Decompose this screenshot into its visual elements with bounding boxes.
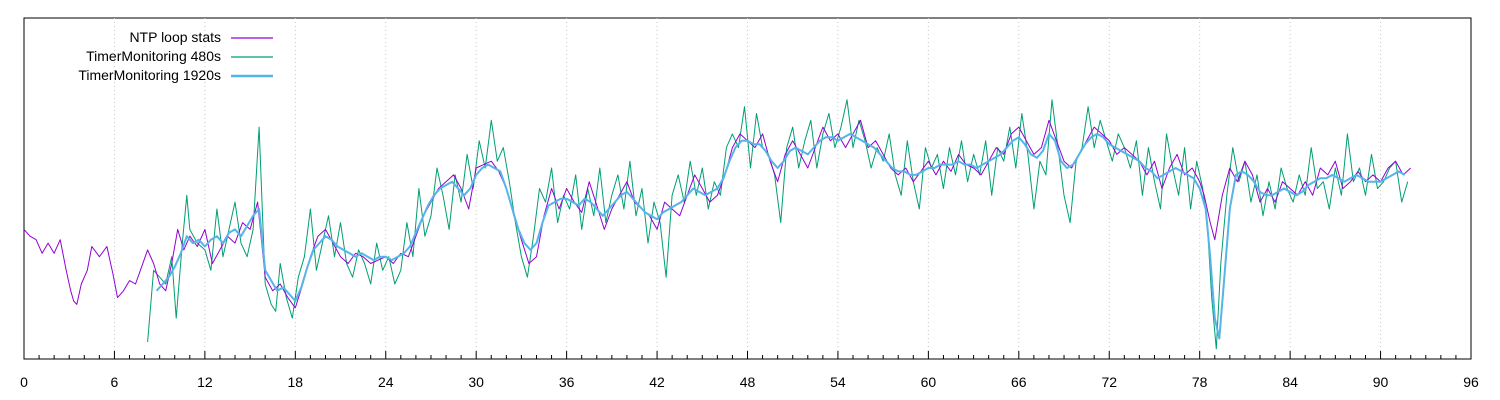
legend-label-2: TimerMonitoring 1920s	[78, 67, 221, 83]
legend-label-0: NTP loop stats	[129, 29, 221, 45]
x-tick-label: 12	[197, 374, 213, 390]
x-tick-label: 6	[111, 374, 119, 390]
series-lines	[23, 99, 1412, 350]
x-tick-label: 96	[1463, 374, 1479, 390]
x-tick-label: 24	[378, 374, 394, 390]
x-axis-ticks	[23, 351, 1472, 359]
x-tick-label: 48	[740, 374, 756, 390]
x-tick-label: 60	[921, 374, 937, 390]
x-tick-label: 84	[1282, 374, 1298, 390]
x-tick-label: 66	[1011, 374, 1027, 390]
x-tick-label: 30	[468, 374, 484, 390]
vertical-grid	[113, 18, 1382, 359]
x-tick-label: 36	[559, 374, 575, 390]
x-tick-label: 0	[20, 374, 28, 390]
x-axis-tick-labels: 0 6 12 18 24 30 36 42 48 54 60 66 72 78 84 90 96	[20, 374, 1479, 390]
series-line-2	[155, 132, 1406, 340]
x-tick-label: 18	[288, 374, 304, 390]
legend-label-1: TimerMonitoring 480s	[86, 48, 221, 64]
x-tick-label: 42	[649, 374, 665, 390]
x-tick-label: 90	[1373, 374, 1389, 390]
legend: NTP loop stats TimerMonitoring 480s TimerM…	[78, 29, 273, 83]
x-tick-label: 72	[1101, 374, 1117, 390]
series-line-1	[147, 99, 1409, 350]
series-line-0	[23, 119, 1412, 309]
x-tick-label: 78	[1192, 374, 1208, 390]
x-tick-label: 54	[830, 374, 846, 390]
